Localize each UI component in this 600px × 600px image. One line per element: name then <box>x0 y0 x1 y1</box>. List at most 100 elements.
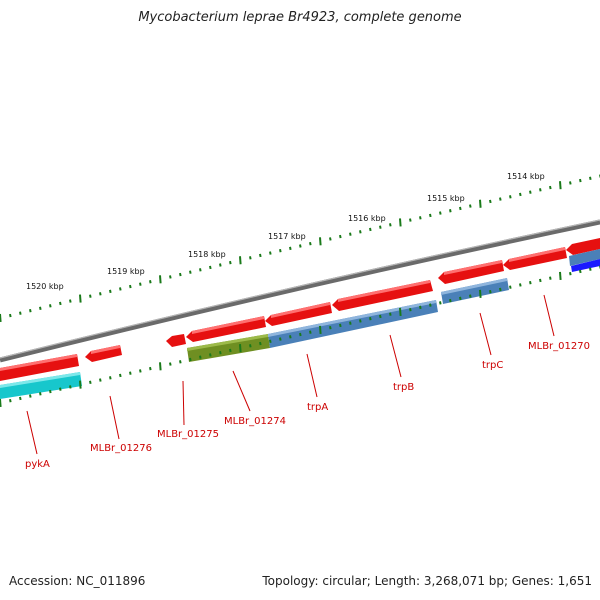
scale-tick-minor <box>169 275 172 279</box>
genome-summary-text: Topology: circular; Length: 3,268,071 bp… <box>262 574 592 588</box>
scale-tick-minor <box>119 287 122 291</box>
scale-tick-minor <box>229 260 232 265</box>
scale-tick-minor <box>89 294 92 298</box>
scale-tick-minor <box>539 278 542 283</box>
scale-tick-minor <box>489 199 492 204</box>
scale-tick-major <box>559 181 562 190</box>
scale-tick-minor <box>219 350 222 355</box>
scale-tick-major <box>479 289 482 298</box>
gene-feature-trpB-fwd <box>332 280 433 311</box>
scale-tick-major <box>0 398 2 408</box>
scale-tick-minor <box>289 335 292 339</box>
scale-tick-minor <box>469 294 472 298</box>
gene-feature-pykA-fwd <box>0 354 79 381</box>
gene-label-mlbr01274: MLBr_01274 <box>224 416 286 427</box>
scale-tick-minor <box>169 362 172 366</box>
gene-feature-edge-blue <box>569 249 600 266</box>
scale-tick-minor <box>489 289 492 294</box>
scale-tick-minor <box>209 265 212 270</box>
scale-tick-minor <box>119 373 122 378</box>
scale-tick-minor <box>459 296 462 301</box>
map-title: Mycobacterium leprae Br4923, complete ge… <box>138 10 462 25</box>
scale-tick-major <box>0 313 2 323</box>
scale-tick-major <box>399 307 402 316</box>
accession-text: Accession: NC_011896 <box>9 574 146 588</box>
scale-tick-major <box>399 218 402 227</box>
scale-tick-minor <box>549 185 552 190</box>
scale-tick-minor <box>519 192 522 197</box>
scale-tick-minor <box>269 339 272 344</box>
scale-tick-minor <box>179 272 182 277</box>
scale-tick-minor <box>499 197 502 201</box>
scale-tick-minor <box>309 241 312 246</box>
scale-tick-major <box>79 380 82 389</box>
scale-tick-minor <box>209 353 212 357</box>
scale-tick-minor <box>29 394 32 398</box>
scale-tick-major <box>159 275 162 284</box>
scale-tick-minor <box>519 283 522 287</box>
gene-feature-mlbr01275-fwd <box>166 334 186 347</box>
forward-strand-genes <box>0 238 600 381</box>
scale-tick-minor <box>349 232 352 236</box>
scale-tick-minor <box>189 357 192 362</box>
scale-tick-minor <box>549 276 552 280</box>
scale-tick-minor <box>139 369 142 373</box>
scale-tick-minor <box>149 280 152 284</box>
scale-tick-minor <box>39 306 42 310</box>
scale-tick-minor <box>419 216 422 220</box>
scale-tick-minor <box>69 385 72 389</box>
scale-tick-major <box>239 344 242 353</box>
scale-tick-minor <box>149 366 152 371</box>
scale-tick-minor <box>409 307 412 312</box>
scale-tick-minor <box>339 234 342 239</box>
scale-tick-major <box>559 271 562 281</box>
scale-tick-minor <box>429 213 432 218</box>
scale-tick-minor <box>59 301 62 306</box>
scale-tick-major <box>319 325 322 335</box>
gene-label-pykA: pykA <box>25 459 50 470</box>
scale-tick-minor <box>9 313 12 318</box>
scale-tick-minor <box>539 188 542 192</box>
scale-label-1517: 1517 kbp <box>268 232 306 241</box>
scale-tick-minor <box>419 305 422 310</box>
scale-tick-minor <box>139 282 142 286</box>
scale-tick-minor <box>569 272 572 276</box>
gene-label-trpB: trpB <box>393 382 414 393</box>
scale-tick-minor <box>219 263 222 267</box>
scale-tick-minor <box>449 209 452 213</box>
scale-tick-major <box>239 256 242 265</box>
gene-labels: pykA MLBr_01276 MLBr_01275 MLBr_01274 tr… <box>25 341 590 470</box>
scale-tick-minor <box>509 285 512 289</box>
scale-labels: 1514 kbp 1515 kbp 1516 kbp 1517 kbp 1518… <box>26 172 545 291</box>
scale-tick-minor <box>129 371 132 375</box>
inner-scale-dots <box>0 265 600 408</box>
reverse-strand-genes <box>0 249 600 399</box>
scale-tick-minor <box>69 299 72 303</box>
scale-label-1514: 1514 kbp <box>507 172 545 181</box>
scale-tick-minor <box>179 360 182 364</box>
scale-tick-minor <box>19 396 22 401</box>
scale-tick-minor <box>459 206 462 211</box>
scale-tick-minor <box>99 292 102 296</box>
scale-tick-minor <box>329 326 332 330</box>
scale-tick-minor <box>379 225 382 229</box>
scale-tick-minor <box>199 355 202 359</box>
scale-tick-minor <box>299 244 302 248</box>
scale-tick-minor <box>279 249 282 253</box>
gene-feature-edge-fwd <box>566 238 600 255</box>
scale-tick-minor <box>429 303 432 307</box>
scale-tick-minor <box>389 223 392 227</box>
gene-feature-edge-darkblue <box>571 259 600 272</box>
scale-tick-minor <box>449 298 452 303</box>
scale-tick-minor <box>259 341 262 346</box>
gene-label-mlbr01276: MLBr_01276 <box>90 443 152 454</box>
scale-tick-minor <box>509 195 512 199</box>
scale-tick-major <box>319 237 322 246</box>
scale-tick-major <box>79 294 82 303</box>
scale-tick-minor <box>109 289 112 294</box>
scale-tick-minor <box>309 330 312 334</box>
scale-tick-minor <box>279 337 282 341</box>
scale-tick-minor <box>389 312 392 316</box>
scale-tick-minor <box>249 344 252 348</box>
